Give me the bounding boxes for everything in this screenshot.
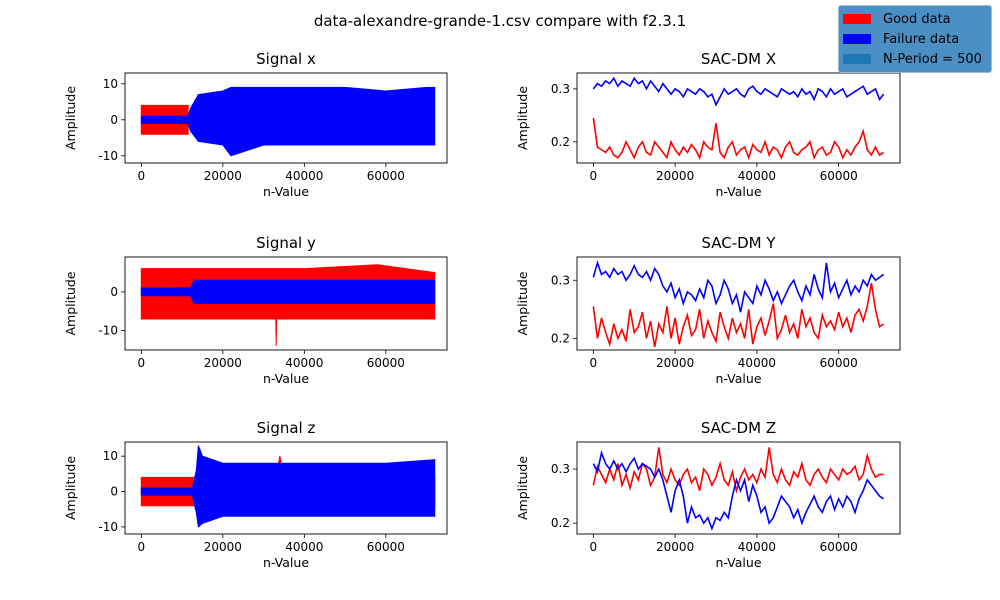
x-tick-label: 20000 [204, 540, 242, 554]
x-tick-label: 60000 [367, 356, 405, 370]
axes-frame [124, 441, 448, 535]
x-tick-label: 40000 [285, 169, 323, 183]
x-tick-label: 20000 [204, 356, 242, 370]
x-tick-label: 20000 [656, 169, 694, 183]
legend-label-nperiod: N-Period = 500 [883, 51, 982, 67]
x-tick-label: 40000 [285, 356, 323, 370]
legend-swatch-nperiod [843, 54, 871, 64]
y-tick-label: 10 [103, 77, 118, 91]
x-tick-label: 40000 [285, 540, 323, 554]
plot-area [592, 447, 885, 531]
x-axis-label: n-Value [715, 184, 761, 199]
y-tick-label: 0.2 [551, 331, 570, 345]
x-tick-label: 20000 [204, 169, 242, 183]
signal-band-good [140, 264, 436, 347]
figure-legend: Good data Failure data N-Period = 500 [838, 5, 992, 73]
chart-panel-6: 0 20000 40000 60000 0.2 0.3 SAC-DM Z n-Value Amp… [515, 419, 901, 570]
y-tick-label: 0.3 [551, 462, 570, 476]
signal-band-failure [140, 279, 436, 304]
axes-frame [124, 256, 448, 351]
legend-swatch-failure [843, 34, 871, 44]
x-tick-label: 0 [137, 540, 145, 554]
x-tick-label: 20000 [656, 540, 694, 554]
y-tick-label: -10 [98, 520, 118, 534]
y-tick-label: 0.3 [551, 273, 570, 287]
y-axis-label: Amplitude [63, 86, 78, 150]
x-axis-label: n-Value [715, 555, 761, 570]
y-axis-label: Amplitude [515, 456, 530, 520]
y-tick-label: -10 [98, 324, 118, 338]
x-tick-label: 60000 [820, 356, 858, 370]
x-tick-label: 60000 [820, 169, 858, 183]
plot-area [592, 76, 885, 161]
legend-item-failure: Failure data [843, 31, 959, 47]
x-axis-label: n-Value [263, 184, 309, 199]
y-tick-label: 0.2 [551, 135, 570, 149]
figure-title: data-alexandre-grande-1.csv compare with… [314, 12, 686, 30]
chart-title: SAC-DM Y [701, 234, 776, 252]
x-tick-label: 0 [590, 356, 598, 370]
axes-frame [124, 72, 448, 164]
x-tick-label: 60000 [367, 540, 405, 554]
y-tick-label: 0 [110, 485, 118, 499]
legend-label-good: Good data [883, 11, 951, 27]
signal-band-failure [140, 445, 436, 528]
chart-panel-1: 0 20000 40000 60000 -10 0 10 Signal x n-Value Amp… [63, 50, 448, 199]
chart-title: Signal z [257, 419, 316, 437]
sacdm-line-failure [592, 450, 885, 531]
plot-area [140, 445, 436, 528]
sacdm-line-good [592, 117, 885, 161]
chart-title: SAC-DM X [701, 50, 776, 68]
x-axis-label: n-Value [263, 371, 309, 386]
sacdm-line-good [592, 283, 885, 348]
signal-band-failure [140, 86, 436, 157]
plot-area [140, 264, 436, 347]
y-tick-label: 0.2 [551, 516, 570, 530]
x-tick-label: 0 [137, 169, 145, 183]
chart-panel-5: 0 20000 40000 60000 -10 0 10 Signal z n-Value Amp… [63, 419, 448, 570]
y-axis-label: Amplitude [515, 86, 530, 150]
y-tick-label: 0 [110, 285, 118, 299]
plot-area [592, 260, 885, 348]
x-axis-label: n-Value [263, 555, 309, 570]
x-tick-label: 0 [590, 169, 598, 183]
legend-swatch-good [843, 14, 871, 24]
axes-frame [576, 256, 901, 351]
x-tick-label: 60000 [820, 540, 858, 554]
legend-item-good: Good data [843, 11, 951, 27]
y-tick-label: 0.3 [551, 82, 570, 96]
y-tick-label: -10 [98, 149, 118, 163]
axes-frame [576, 441, 901, 535]
x-tick-label: 40000 [738, 169, 776, 183]
x-tick-label: 0 [137, 356, 145, 370]
x-tick-label: 40000 [738, 356, 776, 370]
chart-title: Signal y [256, 234, 316, 252]
x-tick-label: 40000 [738, 540, 776, 554]
y-axis-label: Amplitude [63, 456, 78, 520]
sacdm-line-failure [592, 76, 885, 107]
y-axis-label: Amplitude [515, 271, 530, 335]
plot-area [140, 86, 436, 157]
chart-title: Signal x [256, 50, 316, 68]
legend-label-failure: Failure data [883, 31, 960, 47]
legend-item-nperiod: N-Period = 500 [843, 51, 982, 67]
sacdm-line-failure [592, 260, 885, 313]
x-tick-label: 0 [590, 540, 598, 554]
x-tick-label: 60000 [367, 169, 405, 183]
x-axis-label: n-Value [715, 371, 761, 386]
axes-frame [576, 72, 901, 164]
y-axis-label: Amplitude [63, 271, 78, 335]
chart-panel-2: 0 20000 40000 60000 0.2 0.3 SAC-DM X n-Value Amp… [515, 50, 901, 199]
chart-panel-4: 0 20000 40000 60000 0.2 0.3 SAC-DM Y n-Value Amp… [515, 234, 901, 386]
chart-panel-3: 0 20000 40000 60000 -10 0 Signal y n-Value Ampli… [63, 234, 448, 386]
y-tick-label: 10 [103, 449, 118, 463]
x-tick-label: 20000 [656, 356, 694, 370]
y-tick-label: 0 [110, 113, 118, 127]
chart-title: SAC-DM Z [701, 419, 776, 437]
